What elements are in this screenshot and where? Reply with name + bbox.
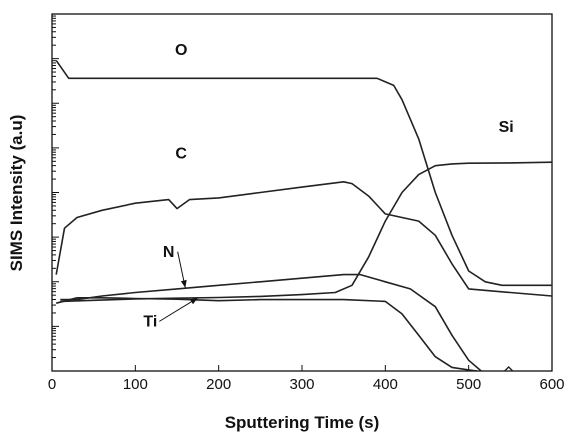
- x-tick-label: 600: [539, 376, 564, 393]
- x-axis-ticks: 0 100 200 300 400 500 600: [48, 365, 565, 393]
- x-tick-label: 300: [289, 376, 314, 393]
- x-tick-label: 400: [373, 376, 398, 393]
- series-annotations: O C Si N Ti: [143, 42, 513, 330]
- y-axis-ticks: [52, 13, 59, 372]
- annotation-arrowhead-ti: [189, 297, 198, 305]
- series-label-c: C: [175, 146, 187, 163]
- x-tick-label: 100: [123, 376, 148, 393]
- series-label-o: O: [175, 42, 187, 59]
- series-line-c: [55, 181, 553, 297]
- series-label-n: N: [163, 244, 175, 261]
- series-line-ti: [55, 296, 478, 372]
- annotation-arrow-ti: [159, 297, 199, 322]
- x-tick-label: 0: [48, 376, 56, 393]
- annotation-arrowhead-n: [180, 279, 187, 288]
- series-lines: [55, 59, 553, 372]
- series-line-n: [60, 273, 482, 372]
- axis-end-marker: [504, 366, 514, 372]
- series-line-o: [55, 59, 552, 287]
- x-tick-label: 500: [456, 376, 481, 393]
- series-label-si: Si: [499, 119, 514, 136]
- x-tick-label: 200: [206, 376, 231, 393]
- series-line-si: [60, 161, 553, 303]
- y-axis-label: SIMS Intensity (a.u): [7, 115, 26, 272]
- x-axis-label: Sputtering Time (s): [225, 413, 380, 432]
- plot-frame: [51, 13, 553, 372]
- series-label-ti: Ti: [143, 313, 157, 330]
